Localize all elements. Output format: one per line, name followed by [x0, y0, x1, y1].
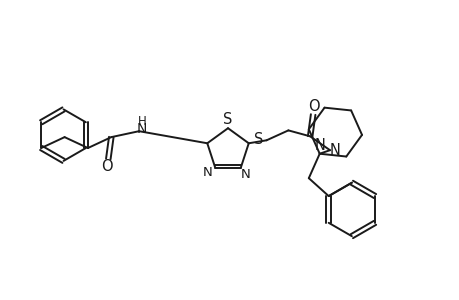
Text: N: N: [202, 166, 212, 179]
Text: N: N: [313, 138, 325, 153]
Text: H: H: [137, 115, 146, 128]
Text: N: N: [136, 122, 147, 136]
Text: S: S: [223, 112, 232, 127]
Text: N: N: [329, 143, 340, 158]
Text: O: O: [101, 159, 113, 174]
Text: N: N: [241, 168, 250, 181]
Text: S: S: [253, 132, 263, 147]
Text: O: O: [308, 99, 319, 114]
